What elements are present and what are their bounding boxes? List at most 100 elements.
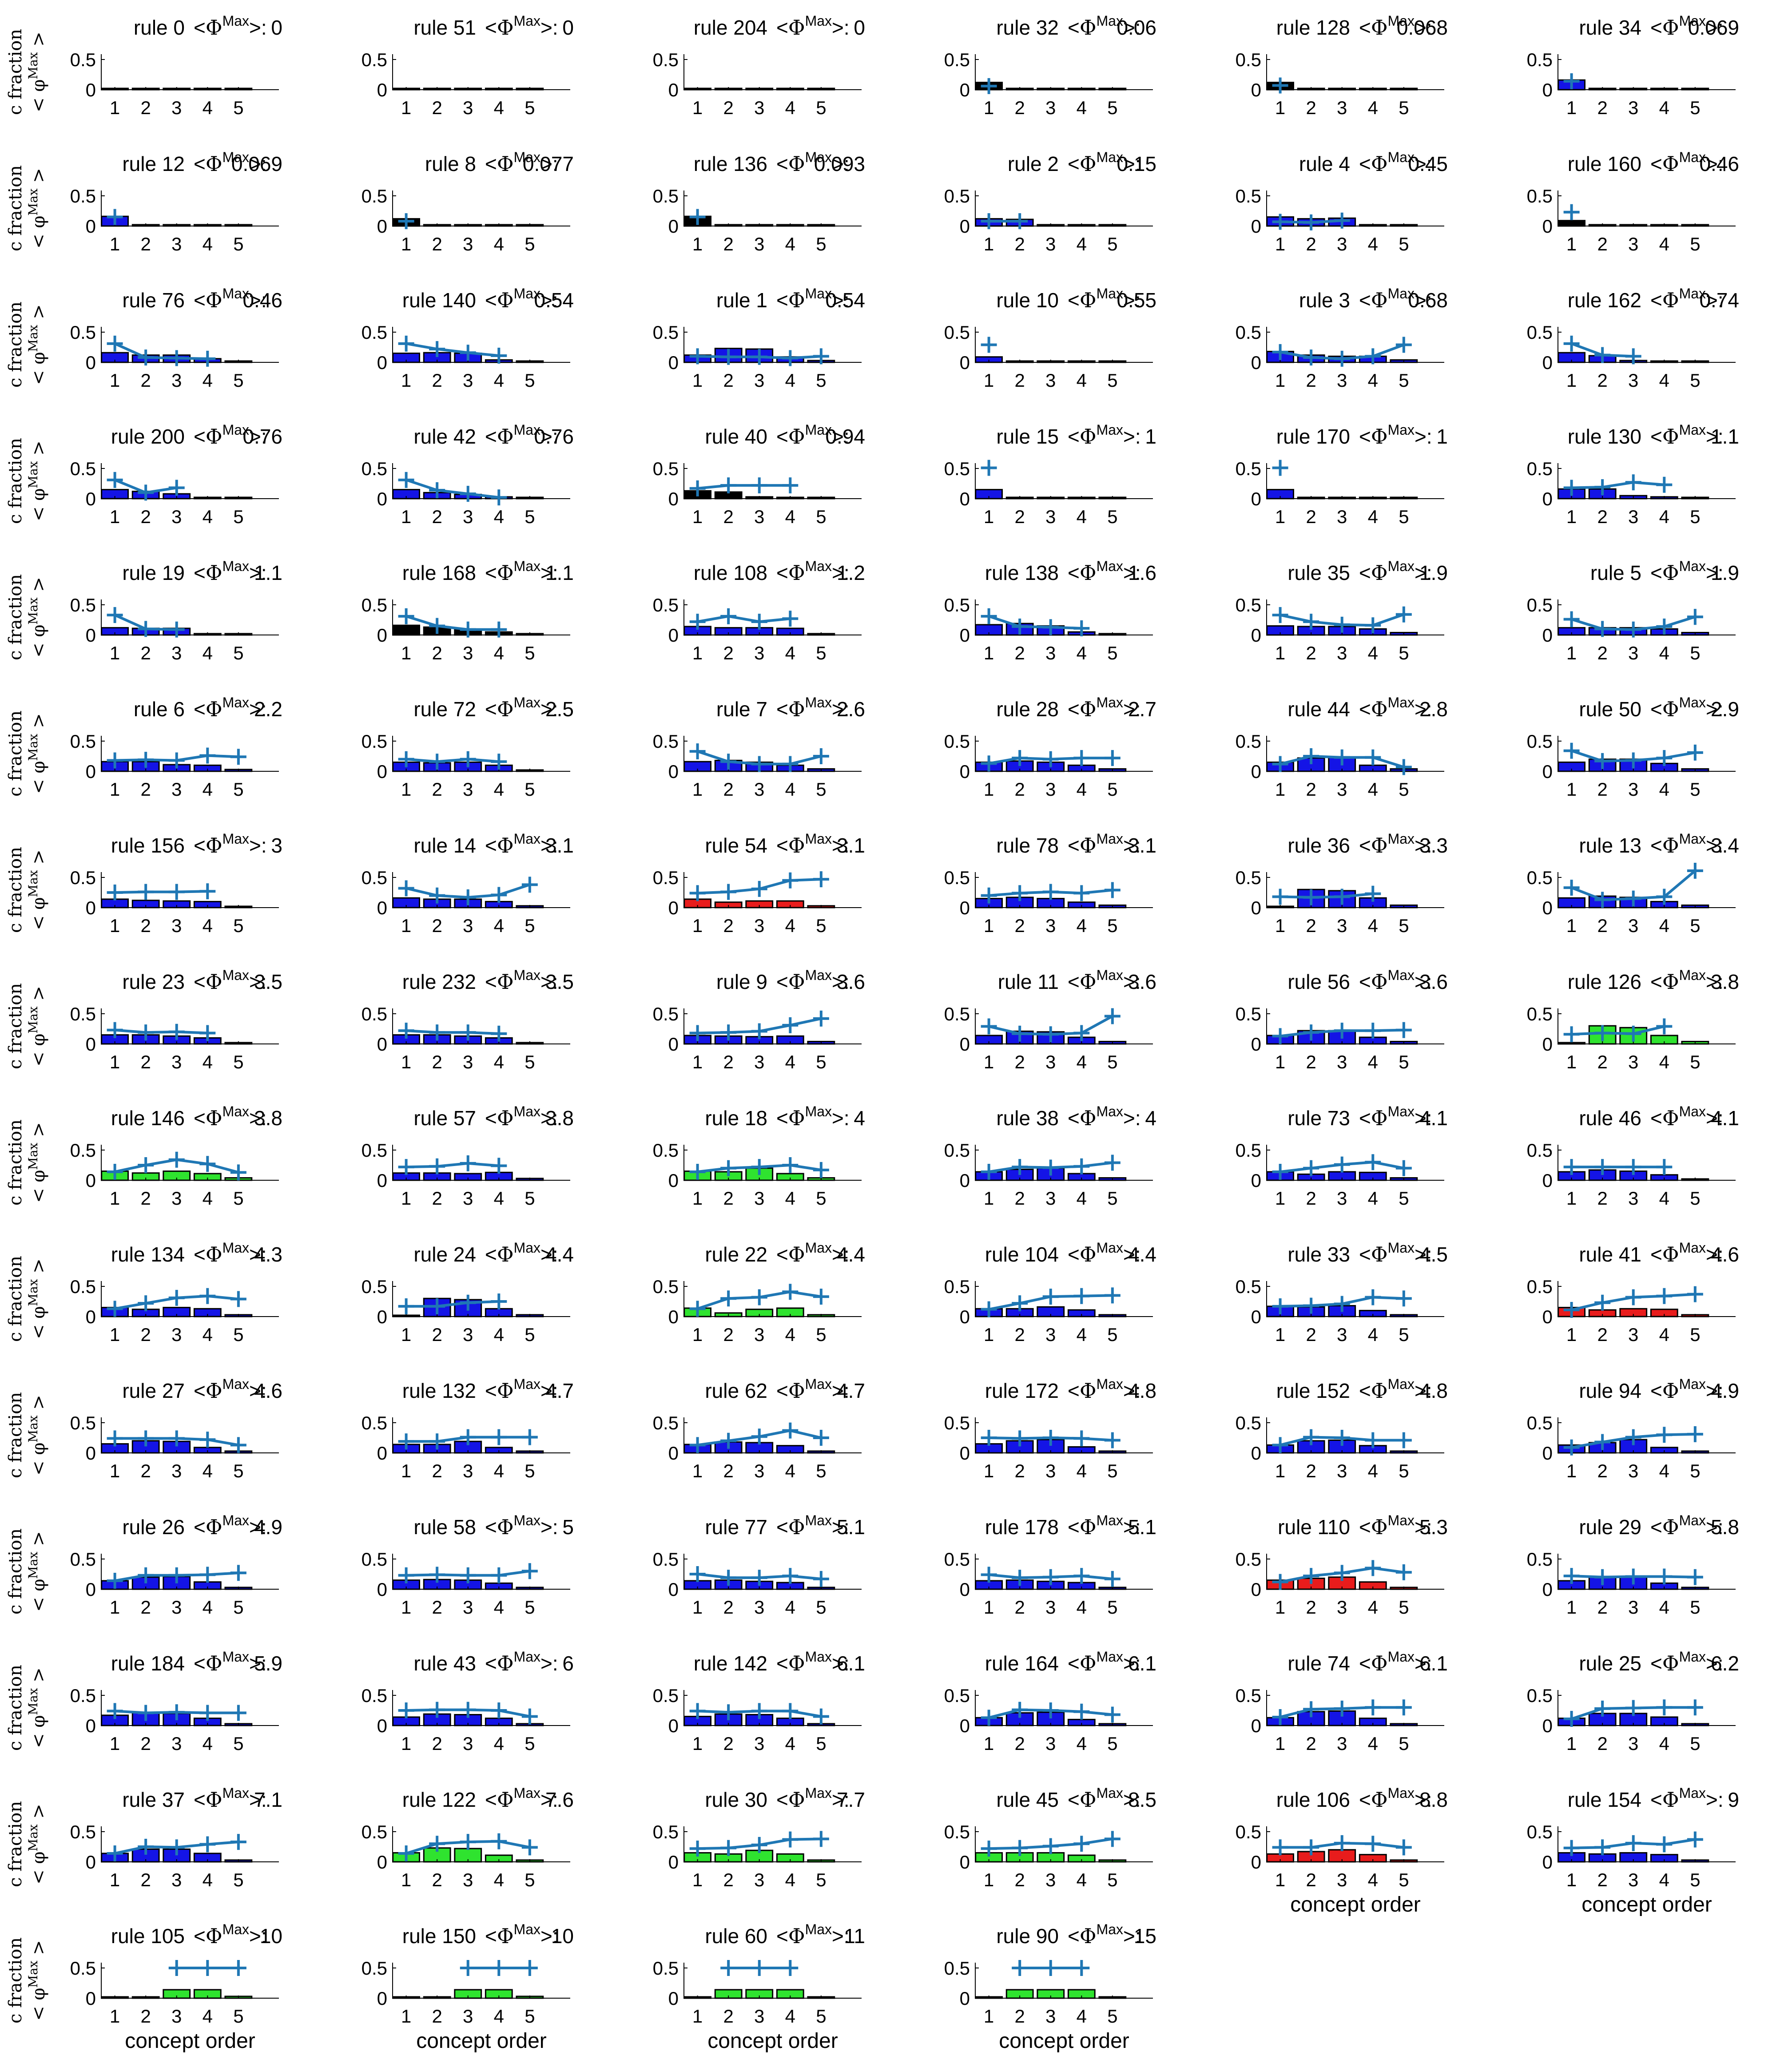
series-marker <box>521 1960 538 1976</box>
x-tick-label: 5 <box>816 1597 826 1618</box>
panel-rule-77: rule 77 <ΦMax>:5.10.501 2 3 4 5 <box>653 1512 865 1618</box>
phi-value: 0.15 <box>1117 152 1156 175</box>
series-marker <box>1073 1158 1090 1174</box>
panel-rule-170: rule 170 <ΦMax>: 10.501 2 3 4 5 <box>1236 422 1448 527</box>
y-tick-label: 0 <box>960 79 970 100</box>
rule-number: 1 <box>756 289 767 312</box>
series-marker <box>168 350 185 366</box>
rule-prefix: rule <box>716 289 756 312</box>
phi-value: 5.9 <box>254 1652 282 1675</box>
phi-label: <ΦMax>: <box>194 831 267 857</box>
panel-title: rule 24 <box>413 1243 476 1266</box>
series-marker <box>1656 1427 1673 1443</box>
panel-rule-19: rule 19 <ΦMax>:1.10.501 2 3 4 5c fraction < φM… <box>5 558 282 663</box>
x-tick-label: 1 <box>1566 1051 1577 1072</box>
rule-number: 62 <box>745 1379 767 1402</box>
y-tick-label: 0.5 <box>653 731 679 752</box>
rule-prefix: rule <box>1278 1515 1317 1539</box>
x-tick-label: 2 <box>432 915 442 936</box>
x-tick-label: 1 <box>110 1869 120 1890</box>
x-tick-label: 2 <box>140 2006 151 2027</box>
x-tick-label: 5 <box>816 97 826 118</box>
x-tick-label: 4 <box>785 1188 795 1209</box>
x-tick-label: 1 <box>1275 370 1285 391</box>
x-tick-label: 1 <box>984 370 994 391</box>
y-tick-label: 0 <box>668 352 679 373</box>
rule-prefix: rule <box>1287 698 1327 721</box>
rule-prefix: rule <box>1008 152 1047 175</box>
y-tick-label: 0.5 <box>1236 1821 1261 1842</box>
x-tick-label: 3 <box>171 915 182 936</box>
x-tick-label: 1 <box>110 779 120 800</box>
y-tick-label: 0.5 <box>653 49 679 70</box>
phi-value: 3.6 <box>1128 970 1156 993</box>
y-tick-label: 0 <box>668 79 679 100</box>
x-tick-label: 2 <box>140 1051 151 1072</box>
panel-title: rule 60 <box>705 1924 767 1948</box>
panel-title: rule 13 <box>1579 834 1641 857</box>
phi-value: 5.1 <box>837 1515 865 1539</box>
y-tick-label: 0 <box>1251 352 1261 373</box>
y-tick-label: 0 <box>1542 1443 1553 1464</box>
series-marker <box>1073 620 1090 637</box>
series-marker <box>1073 885 1090 901</box>
y-tick-label: 0 <box>668 1988 679 2009</box>
panel-title: rule 130 <box>1568 425 1641 448</box>
rule-prefix: rule <box>1579 1652 1618 1675</box>
series-marker <box>521 877 538 893</box>
y-tick-label: 0.5 <box>1527 322 1553 343</box>
y-axis-label-phi: < φMax > <box>26 849 49 930</box>
series-marker <box>1334 212 1350 229</box>
series-marker <box>1395 1432 1412 1448</box>
series-marker <box>1272 1437 1288 1453</box>
series-marker <box>1104 882 1120 898</box>
rule-prefix: rule <box>1276 16 1316 39</box>
y-tick-label: 0.5 <box>653 458 679 479</box>
x-tick-label: 4 <box>1077 1051 1087 1072</box>
rule-prefix: rule <box>413 1107 453 1130</box>
phi-label: <ΦMax>: <box>485 1649 558 1675</box>
phi-label: <ΦMax>: <box>194 422 267 448</box>
rule-prefix: rule <box>716 970 756 993</box>
series-marker <box>782 611 799 627</box>
panel-title: rule 77 <box>705 1515 767 1539</box>
x-tick-label: 5 <box>1690 1869 1700 1890</box>
x-tick-label: 5 <box>816 506 826 527</box>
y-tick-label: 0.5 <box>1236 1276 1261 1297</box>
series-marker <box>1656 476 1673 493</box>
x-tick-label: 4 <box>785 643 795 663</box>
series-marker <box>1303 614 1319 630</box>
y-axis-label: c fraction < φMax > <box>5 983 49 1069</box>
y-tick-label: 0.5 <box>653 1685 679 1706</box>
series-marker <box>1395 1839 1412 1856</box>
x-tick-label: 4 <box>1659 643 1669 663</box>
x-tick-label: 2 <box>140 1460 151 1481</box>
x-tick-label: 5 <box>1690 1460 1700 1481</box>
rule-prefix: rule <box>413 834 453 857</box>
rule-number: 146 <box>151 1107 185 1130</box>
series-line <box>406 1300 499 1308</box>
x-tick-label: 2 <box>432 1324 442 1345</box>
phi-label: <ΦMax>: <box>485 422 558 448</box>
phi-value: 0.76 <box>242 425 282 448</box>
x-tick-label: 1 <box>1275 1597 1285 1618</box>
series-marker <box>1104 750 1120 766</box>
x-tick-label: 5 <box>233 1733 243 1754</box>
series-marker <box>1625 1025 1641 1042</box>
x-tick-label: 4 <box>785 97 795 118</box>
series-marker <box>1303 349 1319 366</box>
series-marker <box>398 751 414 767</box>
series-marker <box>107 607 123 623</box>
series-marker <box>491 1833 507 1849</box>
x-tick-label: 1 <box>1566 506 1577 527</box>
phi-label: <ΦMax>: <box>1359 149 1432 176</box>
y-tick-label: 0 <box>668 1034 679 1055</box>
panel-title: rule 1 <box>716 289 767 312</box>
y-tick-label: 0.5 <box>653 322 679 343</box>
y-tick-label: 0.5 <box>70 1276 96 1297</box>
y-tick-label: 0.5 <box>1236 458 1261 479</box>
phi-value: 7.7 <box>837 1788 865 1811</box>
phi-label: <ΦMax>: <box>1068 1240 1141 1266</box>
x-tick-label: 4 <box>203 97 213 118</box>
